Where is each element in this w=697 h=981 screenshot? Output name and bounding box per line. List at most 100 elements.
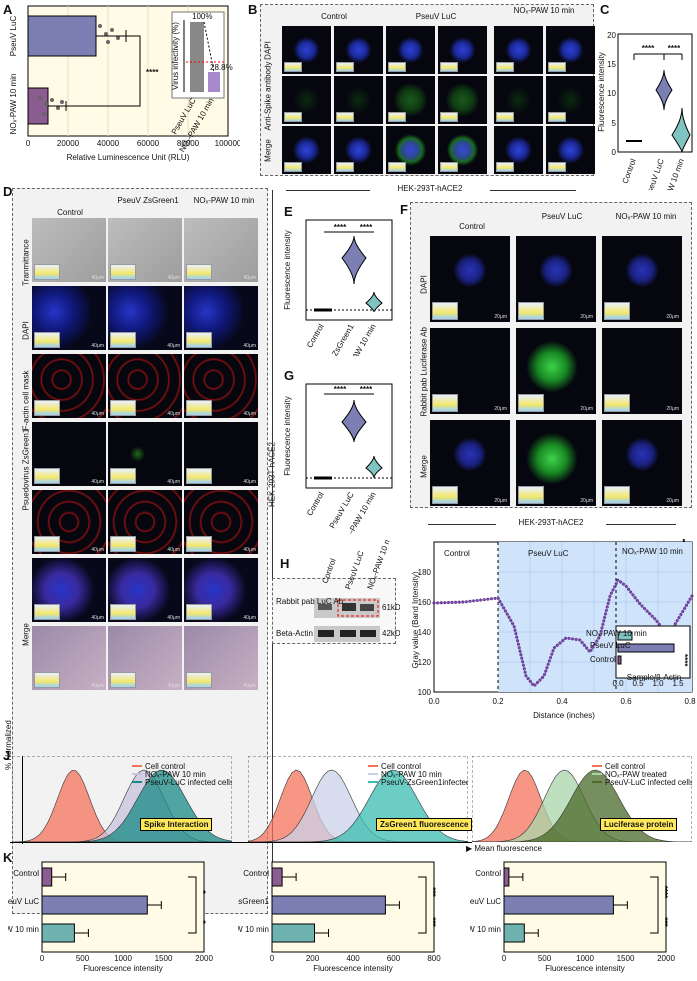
panel-h-size-1: 42kDa (382, 629, 400, 638)
panel-f-image-r0-c1: 20μm (516, 236, 596, 322)
panel-c-sig-1: **** (668, 44, 681, 53)
svg-text:20000: 20000 (57, 139, 80, 148)
panel-d-row-2: F-actin cell mask (21, 370, 31, 431)
panel-d-intensity-inset (34, 672, 60, 688)
panel-d-scale: 40μm (243, 615, 256, 621)
panel-b-image-r1-c5 (546, 76, 595, 124)
panel-e-ylabel: Fluorescence intensity (283, 230, 292, 310)
panel-b-intensity-inset (388, 112, 406, 122)
panel-b-image-r1-c4 (494, 76, 543, 124)
panel-d-image-r6-c1: 40μm (108, 626, 182, 690)
panel-k-xlabel-2: Fluorescence intensity (545, 964, 625, 973)
panel-d-image-r3-c1: 40μm (108, 422, 182, 486)
panel-d-image-r1-c0: 40μm (32, 286, 106, 350)
panel-b-col-0: Control (321, 12, 347, 21)
panel-g-chart: **** **** Fluorescence intensity Control… (283, 383, 393, 534)
panel-b-image-r2-c1 (334, 126, 383, 174)
panel-i-inset-cat-0: NOₓ-PAW 10 min (586, 629, 647, 638)
panel-k-bar-0-0 (41, 867, 53, 887)
panel-f-scale: 20μm (580, 314, 593, 320)
panel-e-cat-0: Control (305, 322, 326, 349)
panel-d-intensity-inset (110, 264, 136, 280)
panel-d-image-r5-c2: 40μm (184, 558, 258, 622)
panel-d-image-r6-c2: 40μm (184, 626, 258, 690)
panel-b-image-r2-c5 (546, 126, 595, 174)
panel-d-image-r5-c0: 40μm (32, 558, 106, 622)
panel-k-cat-0-1: PseuV LuC (8, 897, 39, 906)
panel-i-inset-cat-1: PseuV LuC (590, 641, 631, 650)
panel-j-xlabel-text: Mean fluorescence (474, 844, 542, 853)
panel-d-intensity-inset (110, 468, 136, 484)
panel-d-image-r3-c2: 40μm (184, 422, 258, 486)
panel-k-tick-0-1: 500 (76, 954, 90, 963)
panel-e-sig-0: **** (334, 223, 347, 232)
panel-b-image-r0-c2 (386, 26, 435, 74)
panel-d-intensity-inset (186, 672, 212, 688)
panel-d-intensity-inset (34, 264, 60, 280)
svg-text:0.6: 0.6 (620, 697, 632, 706)
panel-j-legend-2-1: NOₓ-PAW treated (605, 770, 667, 779)
panel-b-image-r0-c5 (546, 26, 595, 74)
panel-f-row-0: DAPI (419, 275, 429, 294)
svg-text:0.5: 0.5 (632, 679, 644, 688)
panel-d-intensity-inset (34, 400, 60, 416)
panel-d-image-r1-c1: 40μm (108, 286, 182, 350)
panel-d-row-1: DAPI (21, 321, 31, 340)
panel-k-bar-2-1 (503, 895, 614, 915)
panel-f-image-r2-c0: 20μm (430, 420, 510, 506)
panel-d-image-r4-c0: 40μm (32, 490, 106, 554)
panel-k-tick-1-1: 200 (306, 954, 320, 963)
panel-f-intensity-inset (518, 486, 544, 504)
panel-k-bar-1-0 (271, 867, 283, 887)
panel-d-scale: 40μm (91, 479, 104, 485)
panel-k-tick-2-4: 2000 (657, 954, 675, 963)
panel-d-col-2: NOₓ-PAW 10 min (193, 196, 255, 205)
panel-f-intensity-inset (518, 394, 544, 412)
panel-j-legend-2-0: Cell control (605, 762, 645, 771)
panel-f-image-r1-c0: 20μm (430, 328, 510, 414)
panel-label-f: F (400, 202, 408, 217)
panel-d-image-r0-c1: 40μm (108, 218, 182, 282)
panel-h-row-1: Beta-Actin (276, 629, 313, 638)
panel-label-b: B (248, 2, 258, 17)
panel-f-scale: 20μm (580, 406, 593, 412)
svg-text:1.0: 1.0 (652, 679, 664, 688)
panel-j-legend-0-0: Cell control (145, 762, 185, 771)
panel-k-sig-1-1: *** (428, 917, 437, 927)
panel-b-image-r2-c4 (494, 126, 543, 174)
panel-d-scale: 40μm (243, 547, 256, 553)
panel-a-cat-1: NOₓ-PAW 10 min (9, 74, 18, 135)
bar-pseuv (27, 15, 97, 57)
panel-d-col-1: PseuV ZsGreen1 (117, 196, 179, 205)
svg-text:0.4: 0.4 (556, 697, 568, 706)
panel-f-cell-line: HEK-293T-hACE2 (496, 518, 606, 527)
panel-d-intensity-inset (34, 332, 60, 348)
panel-d-row-4: Merge (21, 623, 31, 646)
panel-d-row-3: Psuedovirus ZsGreen1 (21, 428, 31, 511)
panel-f-scale: 20μm (494, 406, 507, 412)
panel-d-scale: 40μm (243, 411, 256, 417)
inset-label-0: 100% (192, 12, 212, 21)
panel-d-scale: 40μm (243, 683, 256, 689)
panel-b-col-2: NOₓ-PAW 10 min (513, 6, 575, 15)
panel-f-intensity-inset (604, 302, 630, 320)
panel-k-tick-2-3: 1500 (617, 954, 635, 963)
panel-b-intensity-inset (496, 162, 514, 172)
panel-b-intensity-inset (440, 162, 458, 172)
panel-a-cat-0: PseuV LuC (9, 16, 18, 57)
panel-label-e: E (284, 204, 293, 219)
panel-c-chart: 0 5 10 15 20 **** **** Fluorescence intensit… (597, 31, 693, 190)
panel-i-region-2: NOₓ-PAW 10 min (622, 547, 683, 556)
panel-b-image-r2-c3 (438, 126, 487, 174)
panel-b-image-r2-c0 (282, 126, 331, 174)
panel-f-intensity-inset (518, 302, 544, 320)
panel-b-intensity-inset (284, 112, 302, 122)
panel-f-scale: 20μm (494, 498, 507, 504)
panel-d-scale: 40μm (167, 615, 180, 621)
panel-d-image-r1-c2: 40μm (184, 286, 258, 350)
panel-h-row-0: Rabbit pab LuC Ab (276, 597, 344, 606)
panel-d-scale: 40μm (167, 343, 180, 349)
panel-label-g: G (284, 368, 295, 383)
panel-g-sig-1: **** (360, 385, 373, 394)
